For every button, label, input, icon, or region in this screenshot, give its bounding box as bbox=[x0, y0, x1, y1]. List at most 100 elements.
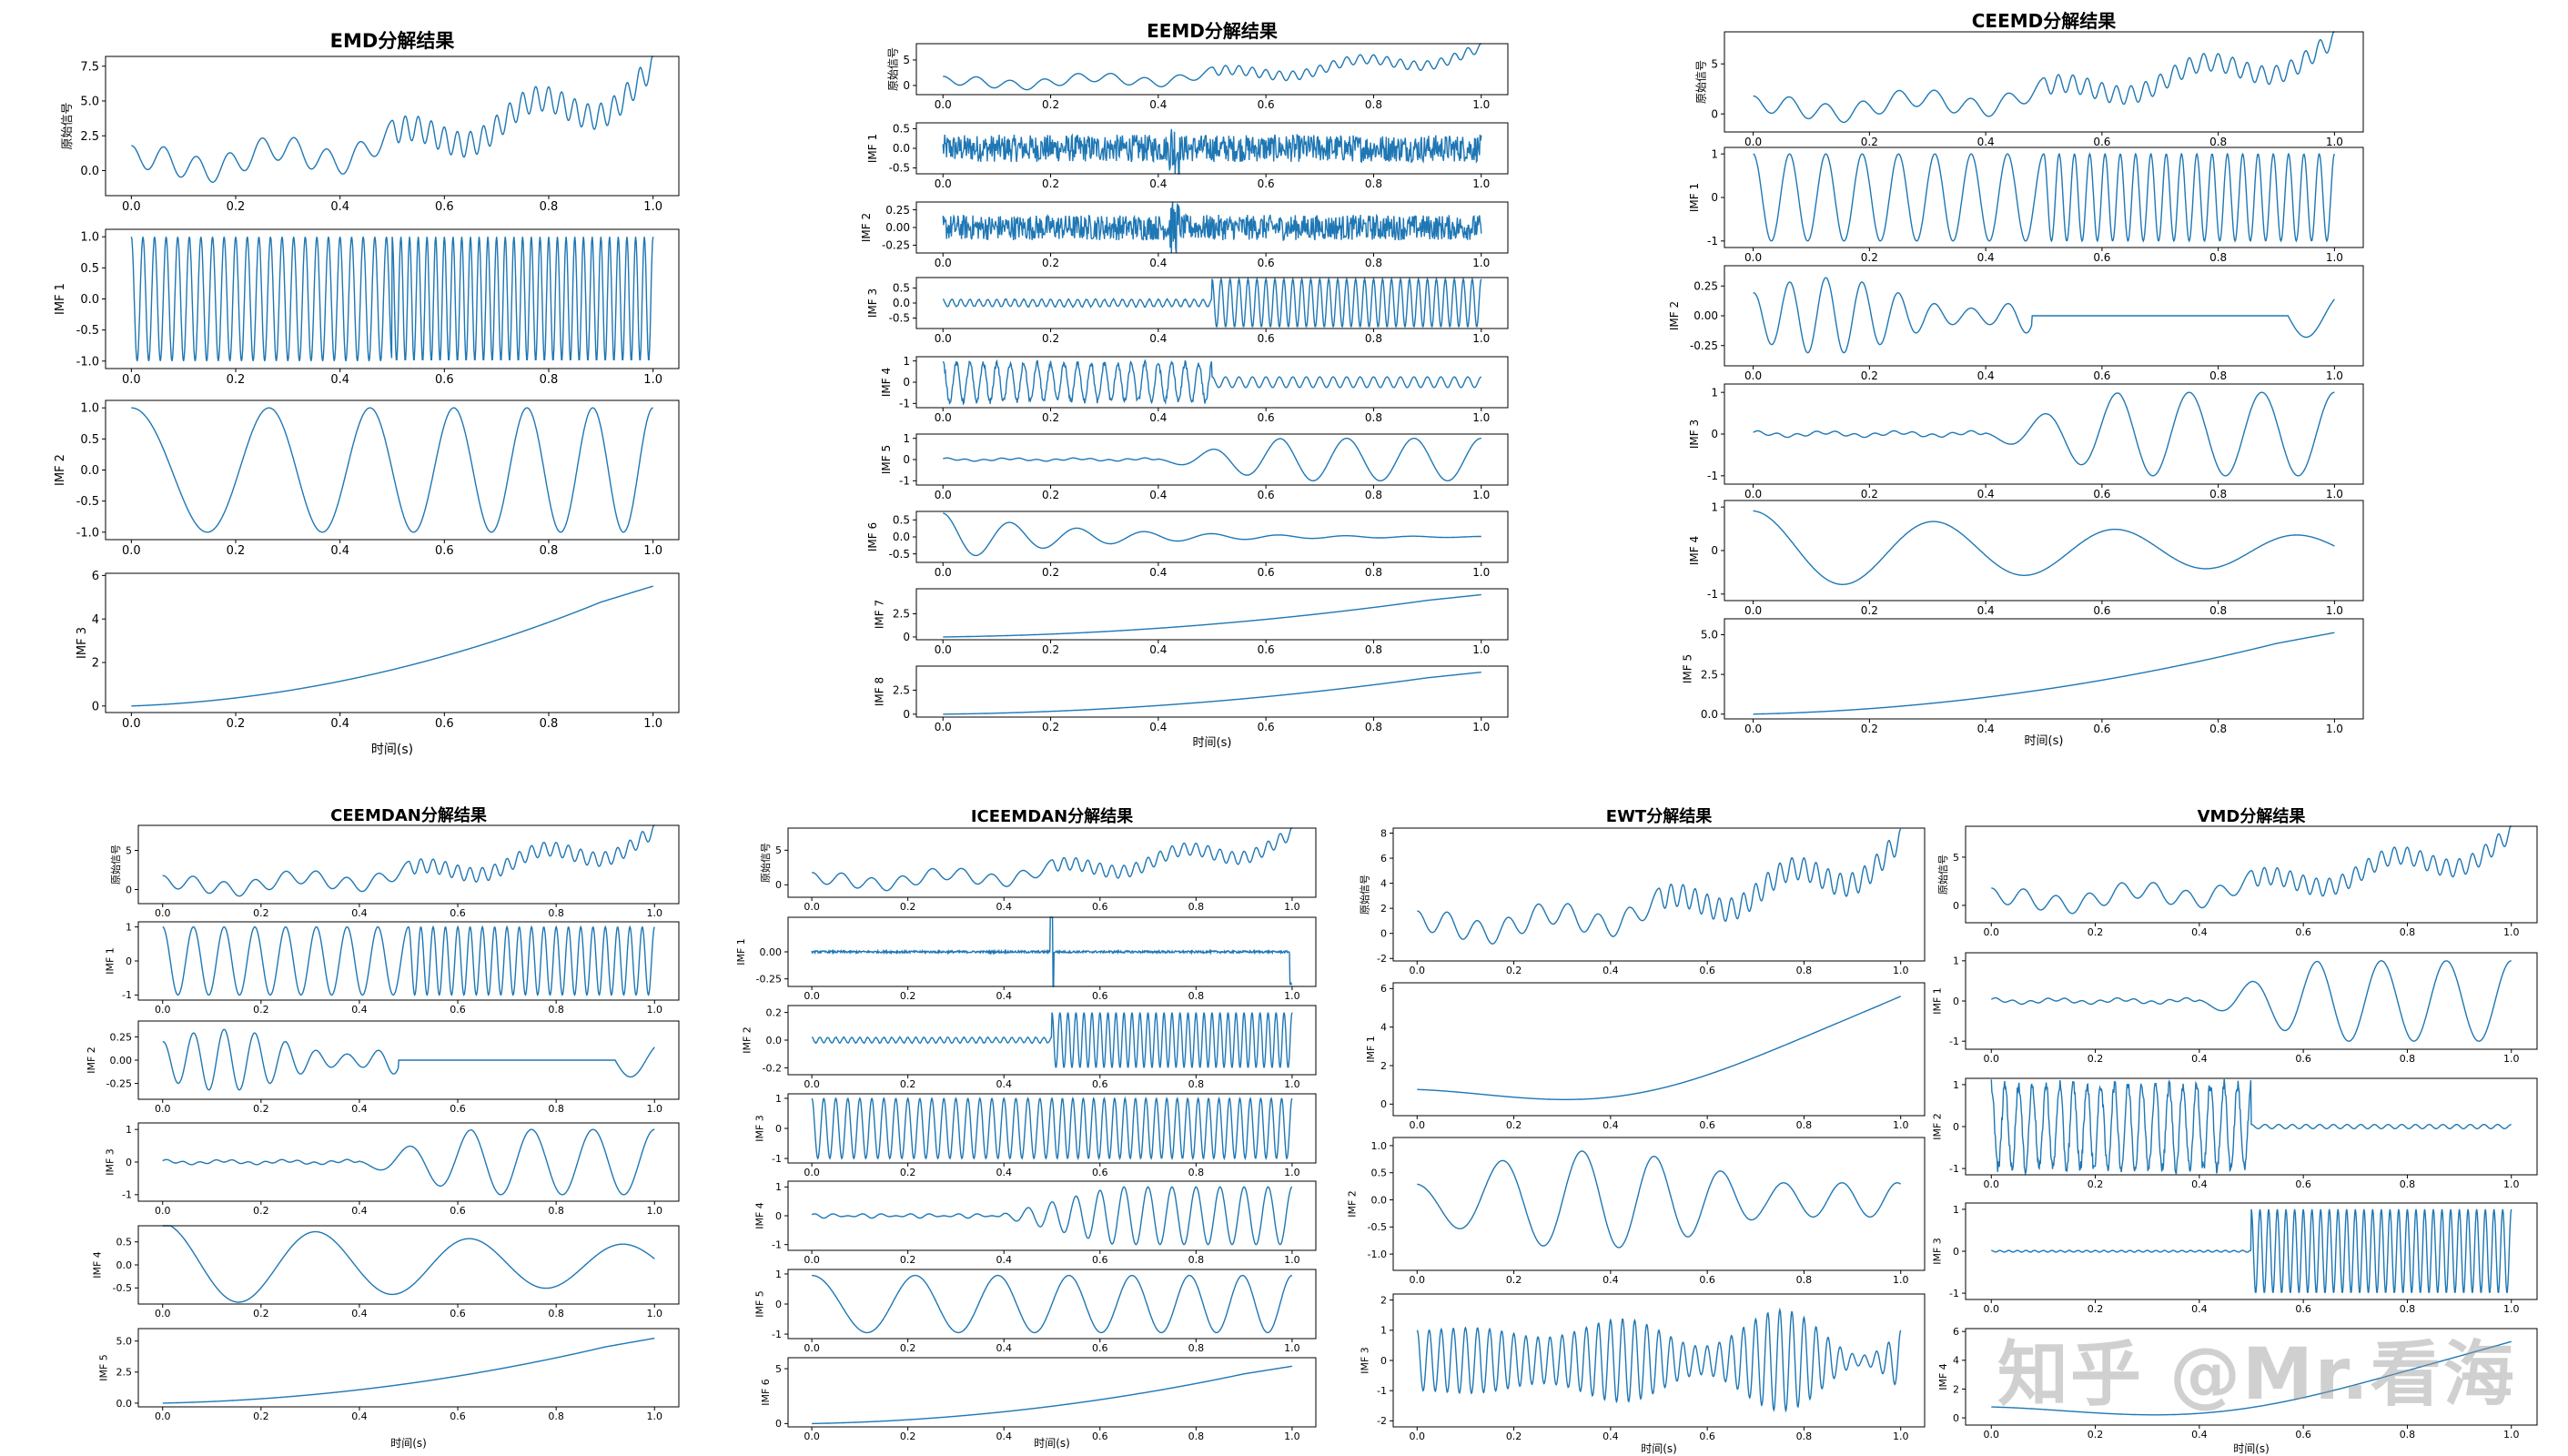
series-line bbox=[1753, 152, 2336, 243]
series-line bbox=[943, 512, 1481, 557]
y-tick-label: 4 bbox=[1953, 1355, 1959, 1367]
y-tick-label: 2.5 bbox=[1701, 668, 1718, 681]
y-tick-label: 1 bbox=[1711, 147, 1718, 160]
x-tick-label: 0.4 bbox=[351, 1103, 368, 1115]
x-axis-label: 时间(s) bbox=[1034, 1437, 1070, 1450]
x-tick-label: 0.8 bbox=[540, 544, 559, 558]
chart-title: ICEEMDAN分解结果 bbox=[971, 806, 1134, 826]
x-tick-label: 0.2 bbox=[900, 1254, 916, 1266]
x-tick-label: 0.0 bbox=[804, 1167, 820, 1178]
x-axis-label: 时间(s) bbox=[1193, 736, 1232, 750]
x-tick-label: 0.8 bbox=[1188, 990, 1205, 1002]
y-tick-label: 2 bbox=[1380, 903, 1387, 915]
x-tick-label: 0.8 bbox=[2400, 926, 2416, 938]
axes-frame bbox=[137, 1328, 680, 1408]
y-tick-label: 0 bbox=[1711, 191, 1718, 204]
panel-原始信号: 0.0 0.2 0.4 0.6 0.8 1.0 0.0 2.5 5.0 7.5 原始信号 bbox=[61, 56, 680, 214]
series-line bbox=[131, 585, 653, 707]
panel-IMF-4: 0.0 0.2 0.4 0.6 0.8 1.0 0 2 4 6 IMF 4 bbox=[1937, 1326, 2538, 1441]
panel-IMF-1: 0.0 0.2 0.4 0.6 0.8 1.0 -1 0 1 IMF 1 bbox=[1931, 952, 2538, 1065]
x-tick-label: 1.0 bbox=[2326, 136, 2343, 148]
axes-frame bbox=[137, 1225, 680, 1305]
x-tick-label: 1.0 bbox=[1284, 990, 1300, 1002]
x-tick-label: 0.2 bbox=[1506, 1274, 1522, 1286]
y-tick-label: 0.0 bbox=[893, 142, 910, 155]
series-line bbox=[943, 593, 1481, 638]
y-tick-label: 5 bbox=[126, 844, 132, 856]
x-tick-label: 0.8 bbox=[2209, 723, 2227, 735]
y-tick-label: 0.0 bbox=[116, 1398, 133, 1410]
x-tick-label: 0.8 bbox=[1365, 257, 1382, 269]
x-tick-label: 1.0 bbox=[1472, 721, 1490, 733]
axes-frame bbox=[137, 824, 680, 905]
y-tick-label: 0.5 bbox=[893, 514, 910, 527]
y-axis-label: IMF 4 bbox=[92, 1251, 104, 1279]
x-tick-label: 1.0 bbox=[2503, 1053, 2520, 1065]
x-tick-label: 0.2 bbox=[1861, 136, 1878, 148]
watermark-text: 知乎 @Mr.看海 bbox=[1997, 1334, 2516, 1416]
y-tick-label: -0.25 bbox=[756, 974, 782, 986]
x-tick-label: 1.0 bbox=[1284, 1254, 1300, 1266]
y-tick-label: 0.5 bbox=[80, 262, 99, 276]
y-tick-label: 0 bbox=[903, 376, 910, 389]
y-axis-label: 原始信号 bbox=[887, 47, 900, 91]
y-axis-label: IMF 1 bbox=[104, 947, 116, 975]
axes-frame bbox=[137, 1122, 680, 1202]
x-tick-label: 0.6 bbox=[1092, 1431, 1108, 1442]
x-tick-label: 0.6 bbox=[450, 1004, 466, 1016]
y-tick-label: 0 bbox=[903, 708, 910, 721]
x-tick-label: 0.6 bbox=[2295, 1053, 2311, 1065]
y-tick-label: 0.00 bbox=[1693, 309, 1718, 322]
x-tick-label: 0.2 bbox=[900, 1078, 916, 1090]
x-tick-label: 0.2 bbox=[227, 544, 246, 558]
x-tick-label: 0.2 bbox=[227, 717, 246, 731]
x-tick-label: 0.4 bbox=[2191, 1178, 2208, 1190]
series-line bbox=[1753, 632, 2335, 715]
x-tick-label: 0.4 bbox=[351, 1004, 368, 1016]
chart-title: EMD分解结果 bbox=[330, 30, 455, 52]
series-line bbox=[942, 201, 1482, 254]
y-axis-label: IMF 2 bbox=[1931, 1113, 1943, 1140]
x-tick-label: 0.6 bbox=[450, 1308, 466, 1320]
x-tick-label: 0.4 bbox=[351, 1410, 368, 1422]
x-tick-label: 0.0 bbox=[1410, 1431, 1426, 1442]
x-tick-label: 0.0 bbox=[1984, 1053, 2000, 1065]
y-axis-label: IMF 2 bbox=[860, 213, 873, 242]
series-line bbox=[1991, 1208, 2512, 1293]
y-axis-label: IMF 4 bbox=[1688, 536, 1701, 565]
x-tick-label: 0.8 bbox=[2400, 1053, 2416, 1065]
panel-IMF-4: 0.0 0.2 0.4 0.6 0.8 1.0 -0.5 0.0 0.5 IMF 4 bbox=[92, 1225, 680, 1320]
series-line bbox=[1990, 960, 2512, 1042]
x-tick-label: 1.0 bbox=[1472, 177, 1490, 190]
y-axis-label: IMF 3 bbox=[866, 288, 879, 318]
x-tick-label: 0.8 bbox=[1365, 489, 1382, 501]
x-tick-label: 0.6 bbox=[1258, 257, 1275, 269]
x-tick-label: 0.8 bbox=[1796, 1431, 1813, 1442]
y-axis-label: IMF 1 bbox=[1365, 1036, 1377, 1063]
x-tick-label: 0.4 bbox=[996, 901, 1012, 913]
y-tick-label: -0.25 bbox=[1690, 339, 1718, 352]
x-tick-label: 0.6 bbox=[1092, 1342, 1108, 1354]
y-tick-label: 4 bbox=[1380, 1022, 1387, 1034]
panel-IMF-3: 0.0 0.2 0.4 0.6 0.8 1.0 -1 0 1 IMF 3 bbox=[753, 1093, 1317, 1178]
x-tick-label: 0.0 bbox=[935, 566, 952, 579]
y-tick-label: 0 bbox=[126, 956, 132, 967]
x-tick-label: 0.6 bbox=[1258, 98, 1275, 111]
x-tick-label: 0.0 bbox=[1984, 1429, 2000, 1441]
panel-IMF-5: 0.0 0.2 0.4 0.6 0.8 1.0 -1 0 1 IMF 5 bbox=[753, 1269, 1317, 1354]
series-line bbox=[162, 1028, 655, 1091]
series-line bbox=[130, 237, 654, 361]
axes-frame bbox=[1724, 618, 2364, 720]
series-line bbox=[1753, 277, 2335, 354]
series-line bbox=[1990, 1078, 2512, 1177]
x-tick-label: 0.0 bbox=[804, 1078, 820, 1090]
y-axis-label: IMF 5 bbox=[753, 1290, 765, 1318]
x-tick-label: 1.0 bbox=[1284, 1167, 1300, 1178]
y-tick-label: -0.5 bbox=[1368, 1221, 1387, 1233]
x-tick-label: 0.0 bbox=[155, 907, 171, 919]
y-tick-label: 0 bbox=[126, 884, 132, 895]
x-axis-label: 时间(s) bbox=[1641, 1442, 1677, 1455]
x-tick-label: 1.0 bbox=[1472, 332, 1490, 345]
